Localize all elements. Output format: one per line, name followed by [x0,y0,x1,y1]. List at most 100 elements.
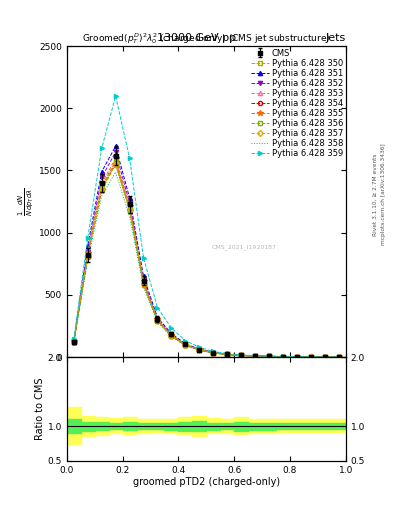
Pythia 6.428 359 [239,352,244,358]
Pythia 6.428 359 [99,145,104,152]
Pythia 6.428 353 [72,339,76,345]
Pythia 6.428 357 [267,353,272,359]
Pythia 6.428 356 [127,206,132,212]
Pythia 6.428 351 [141,273,146,280]
Pythia 6.428 354 [141,281,146,287]
Pythia 6.428 359 [253,353,257,359]
Pythia 6.428 354 [309,354,313,360]
Pythia 6.428 351 [211,349,216,355]
Pythia 6.428 350 [323,354,327,360]
Line: Pythia 6.428 350: Pythia 6.428 350 [72,162,341,359]
Pythia 6.428 354 [267,353,272,359]
Line: Pythia 6.428 356: Pythia 6.428 356 [72,160,341,359]
Pythia 6.428 355 [72,338,76,344]
Pythia 6.428 352 [309,354,313,360]
Pythia 6.428 350 [211,350,216,356]
Pythia 6.428 353 [309,354,313,360]
Pythia 6.428 351 [127,195,132,201]
Pythia 6.428 354 [323,354,327,360]
Pythia 6.428 355 [323,354,327,360]
Pythia 6.428 352 [85,248,90,254]
Text: Rivet 3.1.10, ≥ 2.7M events: Rivet 3.1.10, ≥ 2.7M events [373,153,378,236]
Pythia 6.428 351 [183,340,188,347]
Pythia 6.428 350 [253,353,257,359]
Pythia 6.428 354 [99,185,104,191]
Pythia 6.428 355 [309,354,313,360]
Legend: CMS, Pythia 6.428 350, Pythia 6.428 351, Pythia 6.428 352, Pythia 6.428 353, Pyt: CMS, Pythia 6.428 350, Pythia 6.428 351,… [250,48,344,158]
Pythia 6.428 353 [323,354,327,360]
Pythia 6.428 355 [197,347,202,353]
Pythia 6.428 352 [197,347,202,353]
Pythia 6.428 357 [113,160,118,166]
Pythia 6.428 356 [225,351,230,357]
Pythia 6.428 352 [253,353,257,359]
Pythia 6.428 352 [225,351,230,357]
Pythia 6.428 357 [295,354,299,360]
Pythia 6.428 355 [281,353,285,359]
Pythia 6.428 357 [155,318,160,324]
Pythia 6.428 356 [295,354,299,360]
Pythia 6.428 357 [99,186,104,192]
Pythia 6.428 357 [72,339,76,346]
Pythia 6.428 358 [336,354,341,360]
Pythia 6.428 359 [141,255,146,261]
Pythia 6.428 350 [309,354,313,360]
Pythia 6.428 357 [281,353,285,359]
Pythia 6.428 350 [239,352,244,358]
Text: CMS_2021_I1920187: CMS_2021_I1920187 [212,244,277,250]
Pythia 6.428 356 [309,354,313,360]
Pythia 6.428 352 [295,354,299,360]
Pythia 6.428 356 [336,354,341,360]
Title: Groomed$(p_T^D)^2\lambda_0^2$ (charged only) (CMS jet substructure): Groomed$(p_T^D)^2\lambda_0^2$ (charged o… [82,31,331,46]
Line: Pythia 6.428 355: Pythia 6.428 355 [71,156,342,360]
Pythia 6.428 355 [85,250,90,256]
Pythia 6.428 358 [127,214,132,220]
Pythia 6.428 350 [336,354,341,360]
Pythia 6.428 350 [225,352,230,358]
Pythia 6.428 354 [72,338,76,345]
Pythia 6.428 354 [113,160,118,166]
Pythia 6.428 353 [99,183,104,189]
Pythia 6.428 350 [197,347,202,353]
Pythia 6.428 358 [239,352,244,358]
Pythia 6.428 350 [113,161,118,167]
Pythia 6.428 359 [183,337,188,344]
Pythia 6.428 357 [253,353,257,359]
Pythia 6.428 355 [225,351,230,357]
Pythia 6.428 359 [85,235,90,241]
Pythia 6.428 358 [169,333,174,339]
Pythia 6.428 355 [267,353,272,359]
Pythia 6.428 356 [239,352,244,358]
Pythia 6.428 354 [336,354,341,360]
Pythia 6.428 354 [183,342,188,348]
Pythia 6.428 359 [72,336,76,343]
Pythia 6.428 351 [309,354,313,360]
Pythia 6.428 356 [99,184,104,190]
Pythia 6.428 352 [183,341,188,347]
Line: Pythia 6.428 351: Pythia 6.428 351 [72,144,341,359]
Pythia 6.428 358 [267,353,272,359]
Pythia 6.428 359 [225,351,230,357]
Pythia 6.428 353 [183,342,188,348]
Pythia 6.428 359 [336,354,341,360]
Pythia 6.428 357 [211,350,216,356]
Pythia 6.428 357 [323,354,327,360]
Pythia 6.428 351 [336,354,341,360]
Pythia 6.428 354 [253,353,257,359]
Pythia 6.428 354 [155,317,160,324]
Text: 13000 GeV pp: 13000 GeV pp [157,33,236,43]
Pythia 6.428 356 [72,338,76,345]
Pythia 6.428 355 [253,353,257,359]
Pythia 6.428 353 [169,332,174,338]
Pythia 6.428 358 [99,193,104,199]
Pythia 6.428 353 [197,347,202,353]
Pythia 6.428 352 [72,339,76,346]
Pythia 6.428 351 [323,354,327,360]
Pythia 6.428 352 [211,350,216,356]
Pythia 6.428 358 [197,347,202,353]
Pythia 6.428 359 [169,325,174,331]
Pythia 6.428 354 [225,351,230,357]
Pythia 6.428 358 [183,343,188,349]
Pythia 6.428 358 [295,354,299,360]
Pythia 6.428 357 [141,281,146,287]
